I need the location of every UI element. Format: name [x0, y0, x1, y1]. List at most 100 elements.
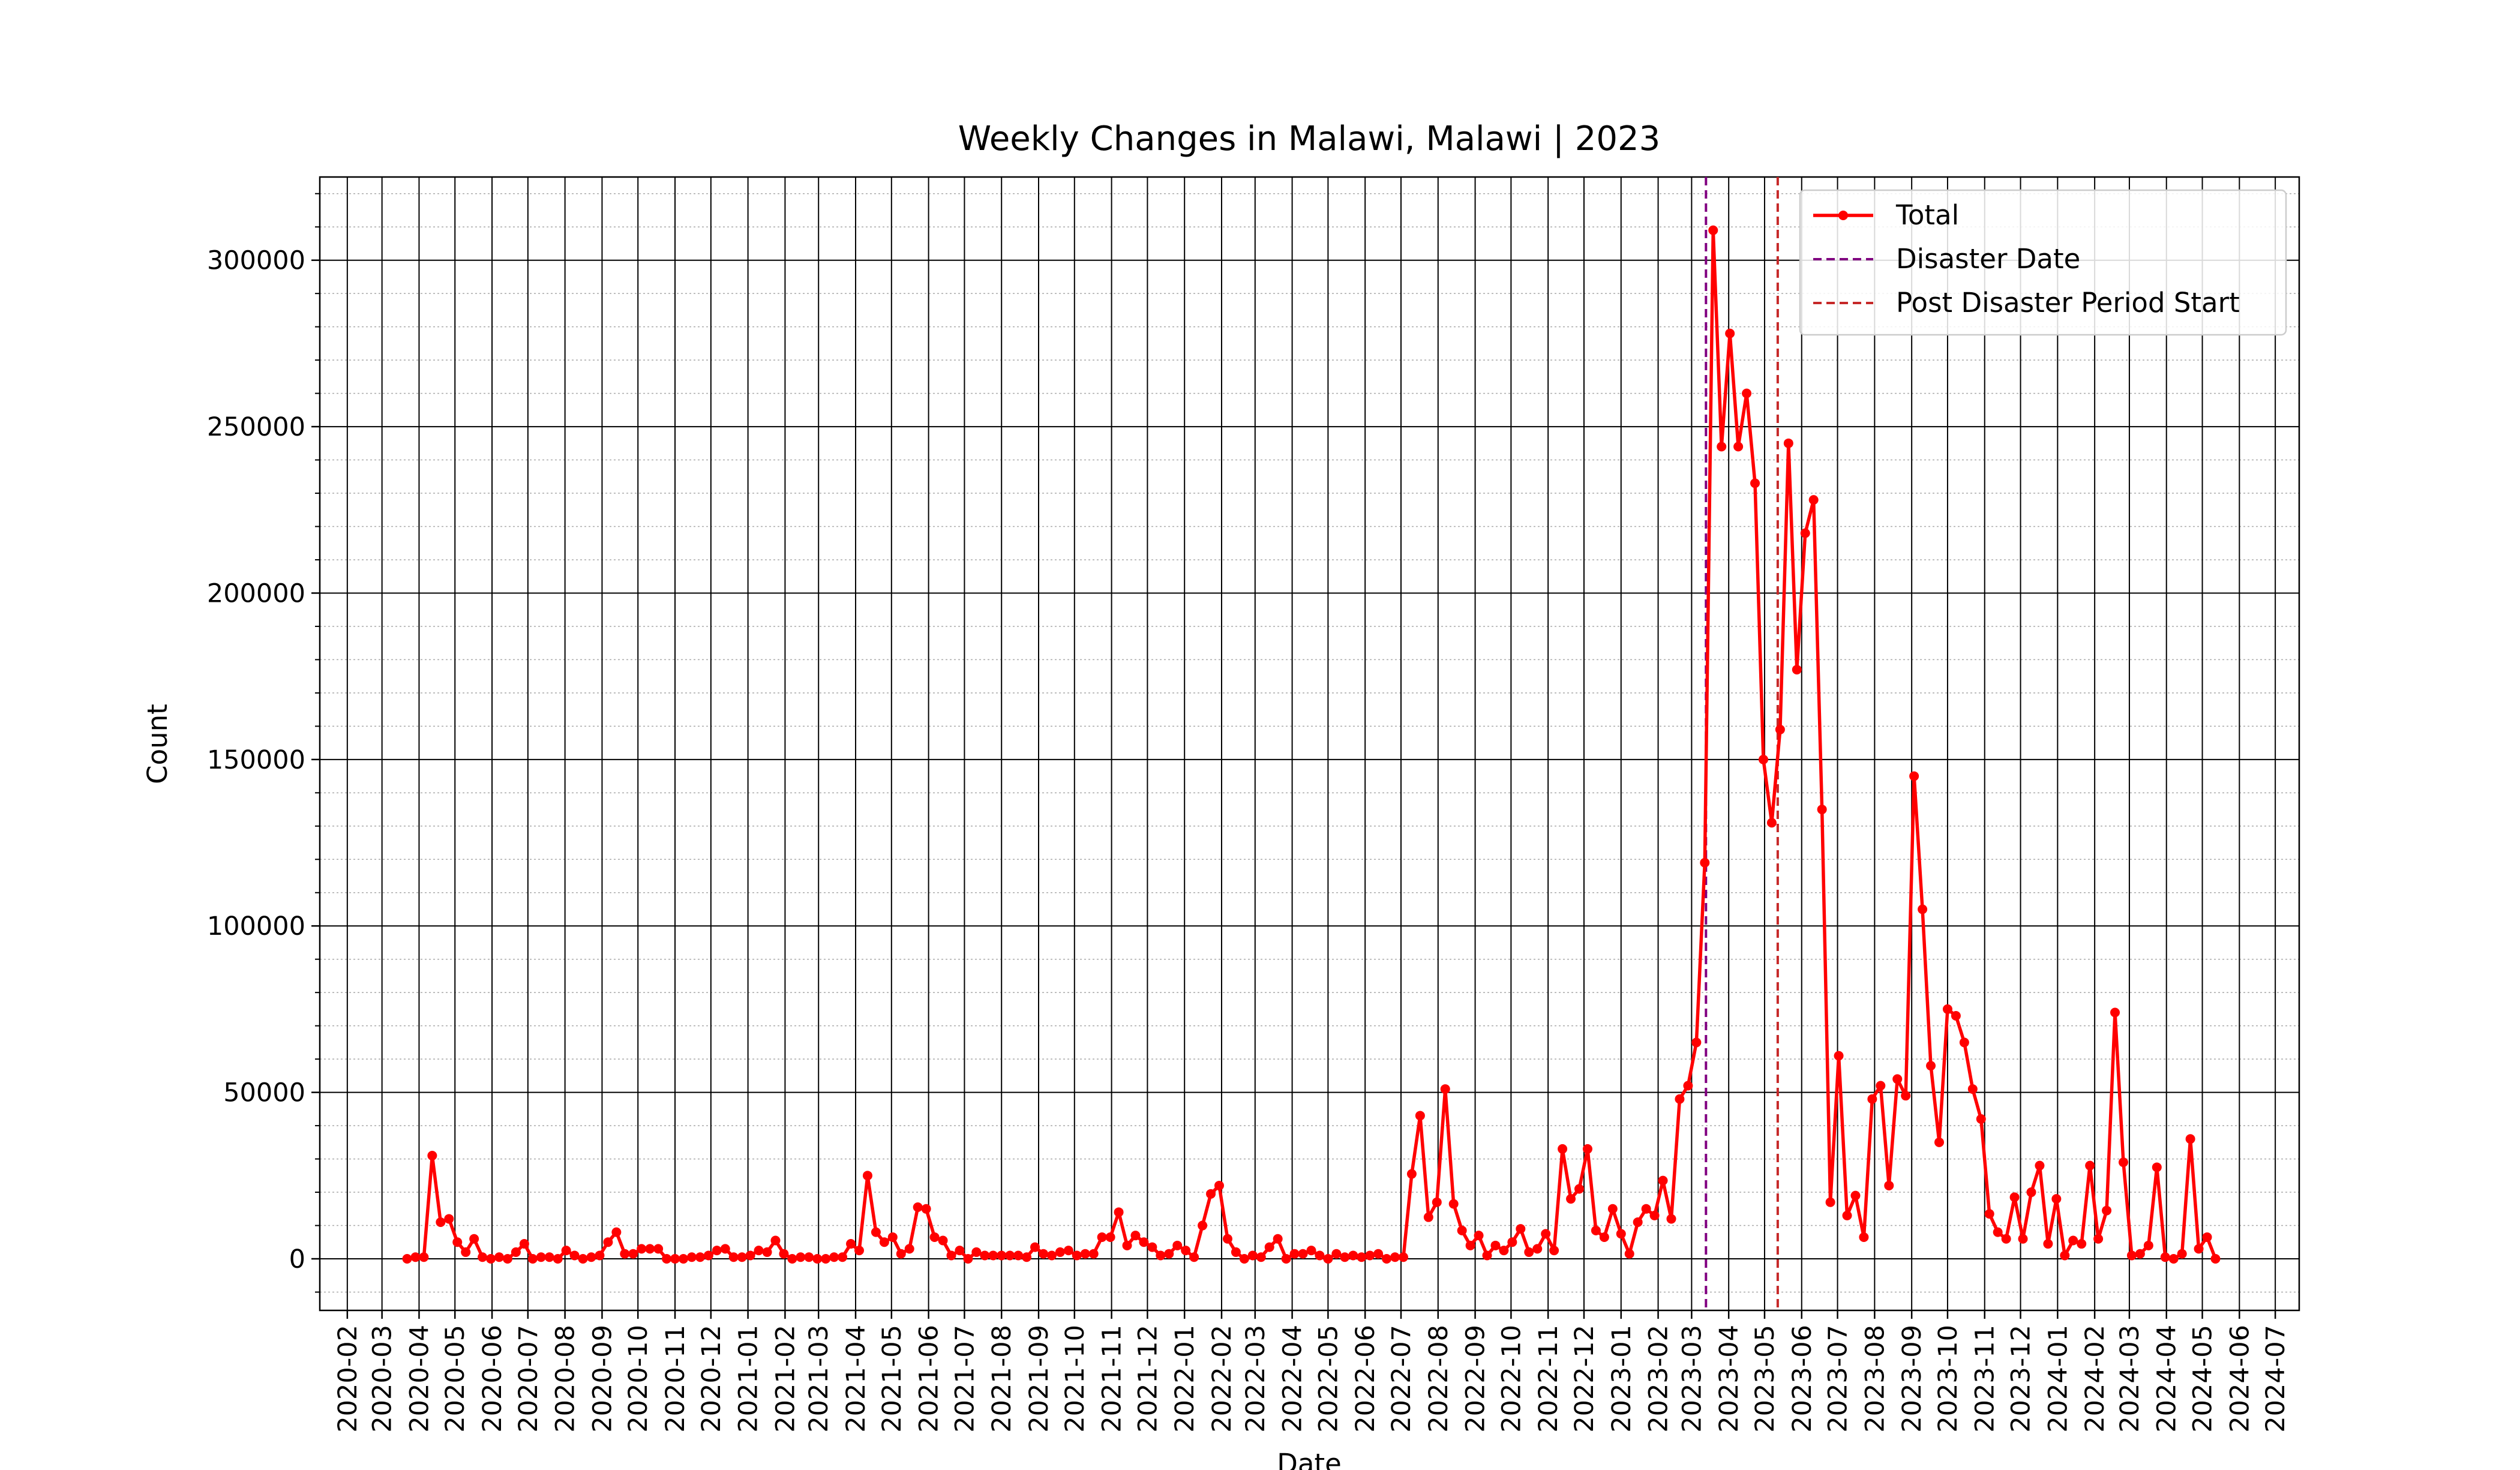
data-point: [720, 1244, 730, 1254]
data-point: [1892, 1074, 1903, 1084]
data-point: [770, 1235, 781, 1246]
data-point: [1122, 1240, 1132, 1250]
data-point: [1198, 1220, 1208, 1231]
data-point: [494, 1252, 505, 1262]
data-point: [2177, 1249, 2187, 1259]
x-tick-label: 2022-08: [1424, 1325, 1454, 1433]
x-tick-label: 2022-11: [1534, 1325, 1564, 1433]
data-point: [1524, 1247, 1534, 1257]
data-point: [2085, 1160, 2095, 1171]
data-point: [846, 1239, 856, 1249]
data-point: [997, 1250, 1007, 1261]
data-point: [1859, 1232, 1869, 1242]
x-tick-label: 2022-09: [1461, 1325, 1491, 1433]
data-point: [1390, 1252, 1400, 1262]
data-point: [821, 1254, 831, 1264]
legend-label: Disaster Date: [1896, 243, 2080, 275]
data-point: [728, 1252, 739, 1262]
data-point: [653, 1244, 664, 1254]
data-point: [896, 1249, 906, 1259]
x-tick-label: 2021-06: [914, 1325, 944, 1433]
data-point: [2202, 1232, 2212, 1242]
data-point: [1599, 1232, 1609, 1242]
data-point: [1406, 1169, 1417, 1179]
data-point: [1951, 1011, 1961, 1021]
x-tick-label: 2021-05: [877, 1325, 907, 1433]
data-point: [1147, 1242, 1157, 1252]
x-tick-label: 2021-09: [1024, 1325, 1054, 1433]
data-point: [1323, 1254, 1333, 1264]
x-tick-label: 2023-04: [1714, 1325, 1744, 1433]
legend-swatch: [1838, 211, 1848, 220]
x-tick-label: 2024-03: [2115, 1325, 2145, 1433]
data-point: [1516, 1224, 1526, 1234]
data-point: [620, 1249, 630, 1259]
data-point: [1876, 1081, 1886, 1091]
plot-frame: [319, 176, 2300, 1312]
data-point: [1499, 1246, 1509, 1256]
data-point: [1918, 904, 1928, 914]
data-point: [1264, 1242, 1274, 1252]
data-point: [1038, 1249, 1048, 1259]
x-tick-label: 2021-04: [841, 1325, 871, 1433]
y-axis-label: Count: [142, 704, 173, 784]
data-point: [1574, 1184, 1585, 1194]
data-point: [2143, 1240, 2153, 1250]
data-point: [862, 1171, 872, 1181]
data-point: [1097, 1232, 1107, 1242]
data-point: [988, 1250, 998, 1261]
data-point: [1030, 1242, 1040, 1252]
data-point: [1675, 1094, 1685, 1104]
data-point: [1130, 1231, 1141, 1241]
data-point: [1783, 438, 1793, 448]
data-point: [1976, 1114, 1986, 1124]
data-point: [2009, 1192, 2020, 1202]
data-point: [904, 1244, 914, 1254]
data-point: [913, 1202, 923, 1213]
data-point: [2093, 1234, 2104, 1244]
data-point: [2068, 1235, 2078, 1246]
data-point: [1850, 1190, 1861, 1201]
data-point: [628, 1249, 638, 1259]
data-point: [745, 1250, 755, 1261]
data-point: [1725, 328, 1735, 338]
data-point: [796, 1252, 806, 1262]
data-point: [712, 1246, 722, 1256]
x-tick-label: 2022-04: [1278, 1325, 1308, 1433]
data-point: [1013, 1250, 1024, 1261]
x-tick-label: 2022-05: [1313, 1325, 1343, 1433]
data-point: [2168, 1254, 2179, 1264]
x-tick-label: 2020-03: [368, 1325, 398, 1433]
data-point: [1967, 1084, 1978, 1094]
data-point: [1717, 442, 1727, 452]
data-point: [1214, 1180, 1225, 1190]
data-point: [1792, 665, 1802, 675]
data-point: [754, 1246, 764, 1256]
legend-box: [1799, 189, 2287, 336]
x-tick-label: 2020-12: [697, 1325, 727, 1433]
y-tick-label: 200000: [207, 578, 305, 608]
data-point: [1558, 1144, 1568, 1154]
data-point: [436, 1217, 446, 1227]
data-point: [1247, 1250, 1258, 1261]
data-point: [838, 1252, 848, 1262]
y-tick-label: 0: [289, 1244, 305, 1274]
data-point: [887, 1232, 898, 1242]
data-point: [1005, 1250, 1015, 1261]
data-point: [871, 1227, 881, 1237]
data-point: [1114, 1207, 1124, 1217]
data-point: [2035, 1160, 2045, 1171]
data-point: [2043, 1239, 2053, 1249]
data-point: [686, 1252, 697, 1262]
data-point: [1357, 1252, 1367, 1262]
data-point: [1063, 1246, 1073, 1256]
data-point: [854, 1246, 865, 1256]
data-point: [787, 1254, 797, 1264]
data-point: [544, 1252, 554, 1262]
data-point: [1633, 1217, 1643, 1227]
data-point: [511, 1247, 521, 1257]
data-point: [553, 1254, 563, 1264]
data-point: [1448, 1199, 1459, 1209]
data-point: [1507, 1237, 1517, 1247]
x-tick-label: 2020-11: [661, 1325, 691, 1433]
